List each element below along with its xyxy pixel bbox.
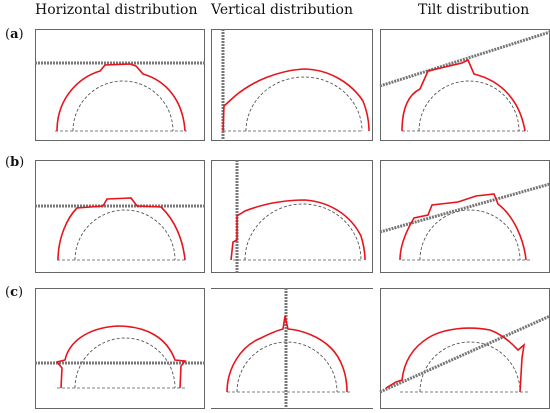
reference-circle	[236, 341, 338, 393]
panel-b-vertical	[211, 160, 373, 273]
panel-c-horizontal	[35, 288, 205, 409]
tilt-line	[379, 314, 550, 394]
reference-circle	[74, 209, 176, 261]
panel-frame	[35, 288, 205, 409]
panel-c-vertical	[211, 288, 373, 409]
column-header-vertical: Vertical distribution	[211, 2, 353, 18]
droplet-profile	[56, 63, 186, 132]
panel-b-tilt	[379, 160, 550, 273]
panel-a-tilt	[379, 29, 550, 141]
droplet-profile	[55, 325, 187, 389]
column-header-horizontal: Horizontal distribution	[35, 2, 198, 18]
reference-circle	[419, 209, 521, 261]
panel-a-vertical	[211, 29, 373, 141]
reference-circle	[72, 80, 174, 132]
row-label-b: (b)	[5, 155, 25, 170]
reference-circle	[74, 337, 176, 389]
droplet-profile	[222, 68, 370, 132]
panel-frame	[35, 160, 205, 273]
panel-frame	[211, 29, 373, 141]
droplet-profile	[57, 197, 186, 261]
reference-circle	[244, 203, 362, 261]
panel-frame	[380, 160, 550, 273]
tilt-line	[379, 182, 550, 234]
droplet-profile	[401, 58, 526, 132]
tilt-line	[379, 30, 550, 88]
panel-c-tilt	[379, 288, 550, 409]
panel-frame	[211, 160, 373, 273]
column-header-tilt: Tilt distribution	[418, 2, 530, 18]
droplet-profile	[230, 199, 366, 261]
row-label-a: (a)	[5, 27, 24, 42]
droplet-profile	[399, 193, 527, 261]
droplet-profile	[226, 315, 348, 393]
reference-circle	[418, 80, 520, 132]
row-label-c: (c)	[5, 285, 24, 300]
reference-circle	[245, 76, 363, 132]
panel-a-horizontal	[35, 29, 205, 141]
panel-frame	[35, 29, 205, 141]
droplet-profile	[385, 327, 526, 393]
panel-b-horizontal	[35, 160, 205, 273]
